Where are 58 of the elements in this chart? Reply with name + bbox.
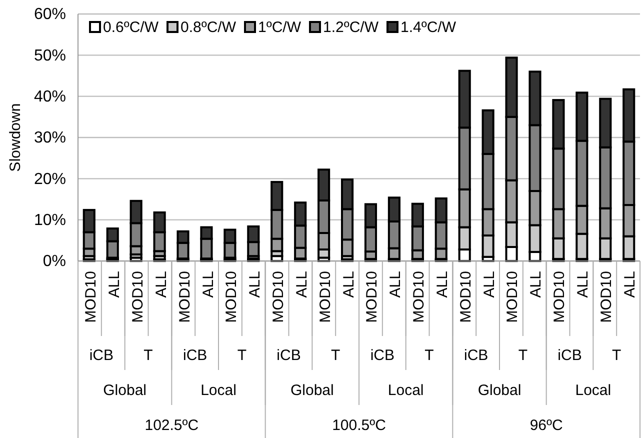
y-tick-label: 30% bbox=[34, 130, 66, 147]
x-tick-label: ALL bbox=[528, 271, 545, 298]
legend-label: 0.8ºC/W bbox=[180, 19, 237, 36]
text: 96ºC bbox=[530, 417, 563, 434]
legend-label: 1ºC/W bbox=[258, 19, 302, 36]
x-tick-label: MOD10 bbox=[504, 271, 522, 323]
text: T bbox=[518, 347, 528, 364]
y-tick-label: 50% bbox=[34, 47, 66, 64]
x-tick-label: MOD10 bbox=[598, 271, 615, 323]
x-tick-label: ALL bbox=[246, 271, 264, 298]
legend-label: 0.6ºC/W bbox=[103, 19, 160, 36]
x-tick-label: MOD10 bbox=[223, 271, 240, 323]
text: iCB bbox=[370, 347, 395, 364]
text: Local bbox=[388, 382, 424, 399]
text: T bbox=[612, 347, 622, 364]
x-tick-label: MOD10 bbox=[551, 271, 568, 323]
x-tick-label: ALL bbox=[340, 271, 358, 298]
text: 100.5ºC bbox=[332, 417, 386, 434]
text: iCB bbox=[276, 347, 301, 364]
x-tick-label: MOD10 bbox=[364, 271, 381, 323]
y-tick-label: 20% bbox=[34, 170, 66, 188]
text: Global bbox=[290, 382, 334, 399]
y-tick-label: 40% bbox=[34, 88, 66, 106]
y-tick-label: 10% bbox=[34, 212, 66, 229]
y-tick-label: 0% bbox=[42, 253, 66, 270]
text: iCB bbox=[89, 347, 114, 364]
x-tick-label: ALL bbox=[480, 271, 498, 298]
x-tick-label: MOD10 bbox=[270, 271, 288, 323]
legend-label: 1.4ºC/W bbox=[400, 19, 457, 36]
text: iCB bbox=[464, 347, 488, 364]
x-tick-label: ALL bbox=[152, 271, 170, 298]
text: Global bbox=[478, 382, 522, 399]
text: Global bbox=[103, 382, 147, 399]
x-tick-label: ALL bbox=[621, 271, 638, 298]
text: iCB bbox=[558, 347, 582, 364]
text: T bbox=[144, 347, 153, 364]
x-tick-label: MOD10 bbox=[457, 271, 474, 323]
x-tick-label: ALL bbox=[387, 271, 404, 298]
x-tick-label: ALL bbox=[200, 271, 217, 298]
x-tick-label: MOD10 bbox=[130, 271, 147, 323]
x-tick-label: ALL bbox=[106, 271, 124, 298]
x-tick-label: ALL bbox=[434, 271, 451, 298]
x-tick-label: MOD10 bbox=[316, 271, 334, 323]
text: T bbox=[330, 347, 340, 364]
legend-label: 1.2ºC/W bbox=[322, 19, 380, 36]
text: 102.5ºC bbox=[144, 417, 199, 434]
y-tick-label: 60% bbox=[34, 6, 66, 24]
x-tick-label: ALL bbox=[293, 271, 310, 298]
text: Local bbox=[575, 382, 612, 399]
x-tick-label: ALL bbox=[574, 271, 592, 298]
text: Local bbox=[200, 382, 236, 399]
x-tick-label: MOD10 bbox=[82, 271, 100, 323]
y-axis-title: Slowdown bbox=[7, 103, 24, 172]
x-tick-label: MOD10 bbox=[410, 271, 428, 323]
text: T bbox=[237, 347, 247, 364]
text: iCB bbox=[182, 347, 208, 364]
x-tick-label: MOD10 bbox=[176, 271, 194, 323]
text: T bbox=[424, 347, 434, 364]
